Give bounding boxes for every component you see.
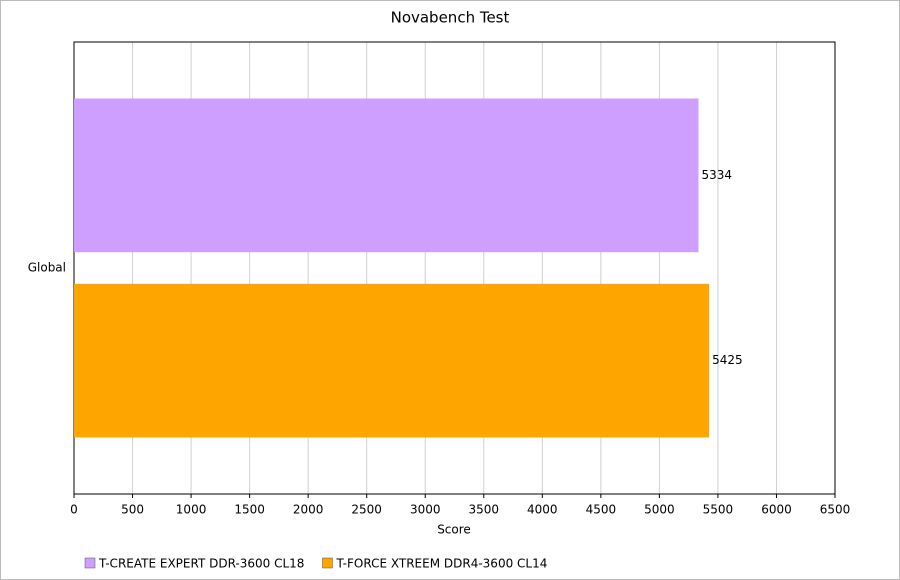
x-tick-label: 500 (121, 503, 144, 517)
x-tick-label: 5000 (644, 503, 675, 517)
x-axis-label: Score (437, 523, 471, 537)
legend-swatch (84, 557, 96, 569)
x-tick-label: 6000 (761, 503, 792, 517)
x-tick-label: 0 (70, 503, 78, 517)
y-tick-label: Global (28, 261, 66, 275)
x-tick-label: 1000 (176, 503, 207, 517)
bar (74, 283, 710, 438)
plot-border (73, 41, 836, 495)
x-tick-label: 1500 (234, 503, 265, 517)
x-tick-label: 6500 (820, 503, 851, 517)
x-tick-label: 2500 (351, 503, 382, 517)
data-label: 5334 (701, 168, 732, 182)
x-tick-label: 4500 (586, 503, 617, 517)
x-tick-label: 3500 (468, 503, 499, 517)
legend-label: T-CREATE EXPERT DDR-3600 CL18 (98, 557, 304, 571)
bar (74, 98, 699, 253)
x-tick-label: 3000 (410, 503, 441, 517)
x-tick-label: 2000 (293, 503, 324, 517)
chart-title: Novabench Test (391, 9, 510, 27)
x-tick-label: 5500 (703, 503, 734, 517)
legend-swatch (322, 557, 333, 569)
x-tick-label: 4000 (527, 503, 558, 517)
data-label: 5425 (712, 353, 743, 367)
legend-label: T-FORCE XTREEM DDR4-3600 CL14 (335, 557, 547, 571)
